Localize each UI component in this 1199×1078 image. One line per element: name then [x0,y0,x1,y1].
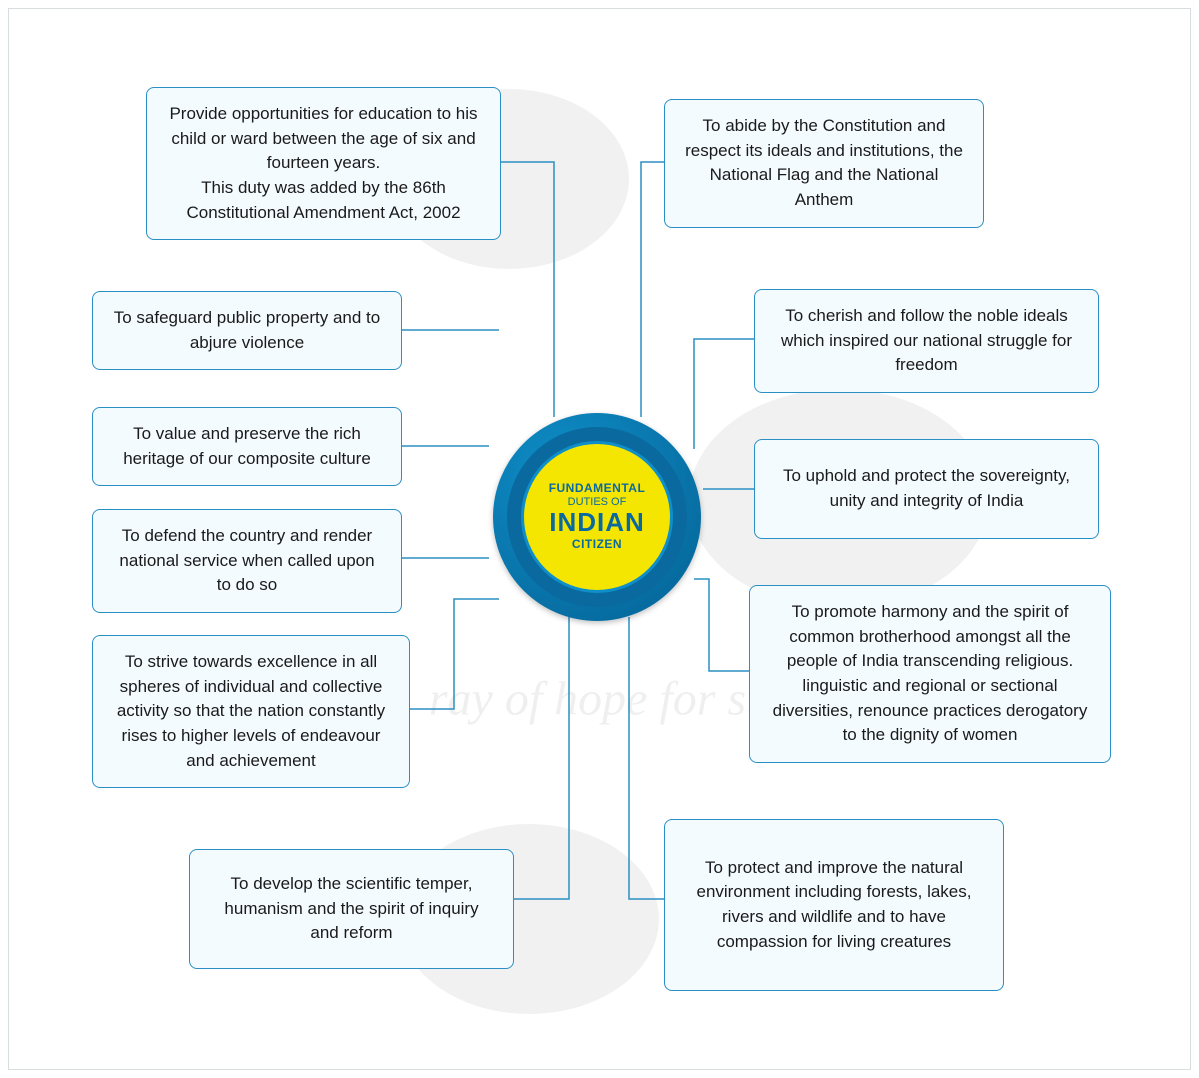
hub-ring-mid: FUNDAMENTAL DUTIES OF INDIAN CITIZEN [507,427,687,607]
hub-ring-inner: FUNDAMENTAL DUTIES OF INDIAN CITIZEN [521,441,673,593]
duty-text: To strive towards excellence in all sphe… [113,650,389,773]
central-hub: FUNDAMENTAL DUTIES OF INDIAN CITIZEN [493,413,701,621]
duty-box-harmony: To promote harmony and the spirit of com… [749,585,1111,763]
duty-box-excellence: To strive towards excellence in all sphe… [92,635,410,788]
duty-text: To develop the scientific temper, humani… [210,872,493,946]
connector [694,579,749,671]
duty-text: To protect and improve the natural envir… [685,856,983,955]
hub-title-line1: FUNDAMENTAL [549,482,646,496]
hub-title-line3: INDIAN [549,508,645,538]
duty-box-cherish: To cherish and follow the noble ideals w… [754,289,1099,393]
connector [410,599,499,709]
duty-text: To cherish and follow the noble ideals w… [775,304,1078,378]
duty-box-environment: To protect and improve the natural envir… [664,819,1004,991]
duty-text: To abide by the Constitution and respect… [685,114,963,213]
duty-box-education: Provide opportunities for education to h… [146,87,501,240]
duty-text: Provide opportunities for education to h… [167,102,480,225]
duty-box-heritage: To value and preserve the rich heritage … [92,407,402,486]
connector [501,162,554,417]
duty-box-scientific: To develop the scientific temper, humani… [189,849,514,969]
hub-title-line4: CITIZEN [572,538,622,552]
hub-ring-outer: FUNDAMENTAL DUTIES OF INDIAN CITIZEN [493,413,701,621]
duty-box-constitution: To abide by the Constitution and respect… [664,99,984,228]
connector [694,339,754,449]
connector [514,617,569,899]
watermark-text: ray of hope for su [429,672,770,727]
duty-text: To uphold and protect the sovereignty, u… [775,464,1078,513]
diagram-frame: ray of hope for su FUNDAMENTAL DUTIES OF… [8,8,1191,1070]
duty-box-defend: To defend the country and render nationa… [92,509,402,613]
duty-text: To promote harmony and the spirit of com… [770,600,1090,748]
duty-box-safeguard: To safeguard public property and to abju… [92,291,402,370]
duty-text: To value and preserve the rich heritage … [113,422,381,471]
duty-text: To safeguard public property and to abju… [113,306,381,355]
connector [641,162,664,417]
duty-box-uphold: To uphold and protect the sovereignty, u… [754,439,1099,539]
duty-text: To defend the country and render nationa… [113,524,381,598]
connector [629,617,664,899]
